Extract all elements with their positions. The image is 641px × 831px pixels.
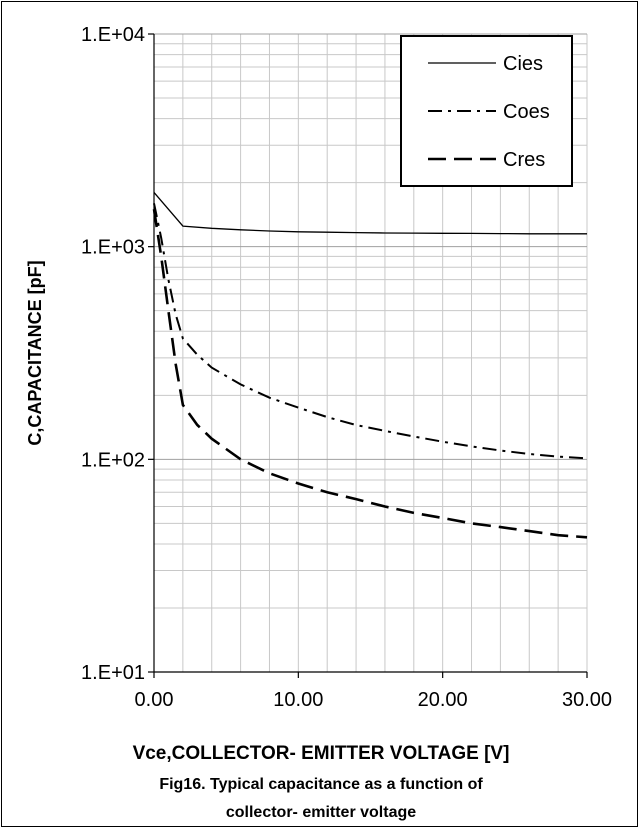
x-tick-label: 0.00	[135, 689, 174, 711]
axes	[148, 33, 588, 678]
legend-label-coes: Coes	[503, 101, 550, 123]
series-line-cies	[153, 191, 587, 235]
x-tick-label: 30.00	[562, 689, 612, 711]
y-axis-label: C,CAPACITANCE [pF]	[25, 260, 45, 445]
series-line-coes	[153, 203, 588, 460]
y-tick-label: 1.E+04	[81, 24, 145, 46]
legend-label-cies: Cies	[503, 53, 543, 75]
legend: Cies Coes Cres	[400, 35, 573, 187]
figure-caption-line-1: Fig16. Typical capacitance as a function…	[159, 776, 483, 793]
y-tick-label: 1.E+01	[81, 662, 145, 684]
tick-labels: 1.E+01 1.E+02 1.E+03 1.E+04 0.00 10.00 20.00 30…	[81, 24, 612, 711]
legend-label-cres: Cres	[503, 149, 545, 171]
y-tick-label: 1.E+02	[81, 449, 145, 471]
figure-caption-line-2: collector- emitter voltage	[226, 804, 416, 821]
series-line-cres	[152, 209, 588, 539]
x-tick-label: 10.00	[273, 689, 323, 711]
x-tick-label: 20.00	[418, 689, 468, 711]
x-axis-label: Vce,COLLECTOR- EMITTER VOLTAGE [V]	[133, 743, 510, 764]
series-lines	[152, 191, 588, 539]
y-tick-label: 1.E+03	[81, 237, 145, 259]
